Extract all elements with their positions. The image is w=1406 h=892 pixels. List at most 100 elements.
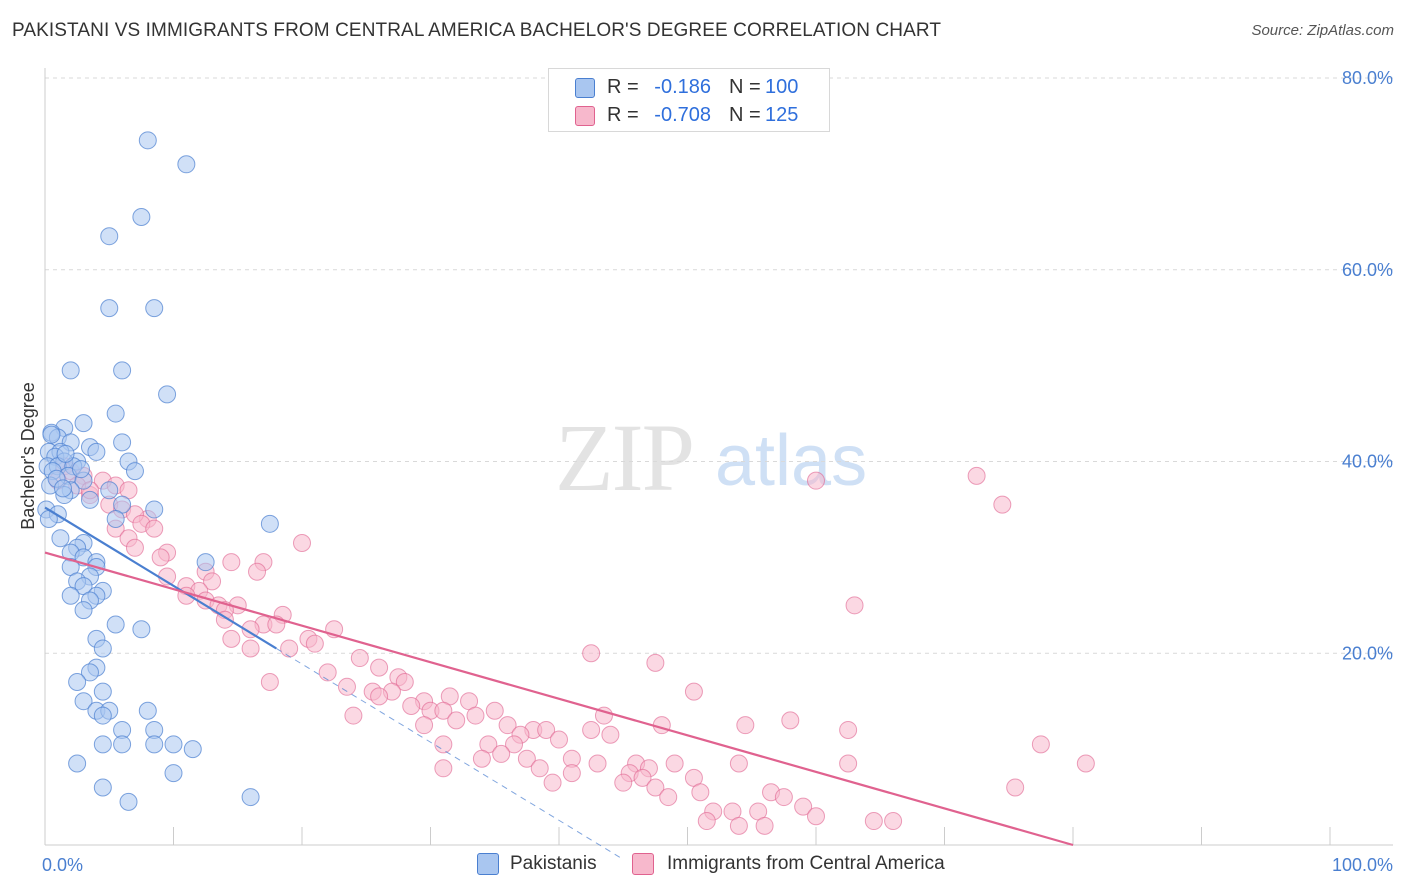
data-point-pakistanis <box>241 788 260 807</box>
legend-r-value: -0.708 <box>654 104 711 126</box>
data-point-central-america <box>550 730 568 749</box>
data-point-central-america <box>646 653 665 672</box>
data-point-central-america <box>293 533 311 552</box>
data-point-central-america <box>447 711 466 730</box>
data-point-central-america <box>241 639 260 658</box>
data-point-pakistanis <box>93 682 112 701</box>
source-label: Source: ZipAtlas.com <box>1251 22 1394 39</box>
data-point-central-america <box>1031 735 1050 754</box>
data-point-pakistanis <box>61 361 80 380</box>
correlation-legend: R = -0.186 N = 100 R = -0.708 N = 125 <box>548 68 830 132</box>
data-point-central-america <box>466 706 485 725</box>
legend-row-pakistanis: R = -0.186 N = 100 <box>549 73 829 101</box>
bottom-legend-swatch-central-america <box>632 853 654 875</box>
data-point-central-america <box>344 706 363 725</box>
data-point-central-america <box>864 812 883 831</box>
data-point-central-america <box>280 639 299 658</box>
data-point-central-america <box>774 788 793 807</box>
data-point-central-america <box>222 553 241 572</box>
legend-r-label: R = <box>607 76 639 98</box>
data-point-central-america <box>434 701 453 720</box>
data-point-central-america <box>505 735 524 754</box>
data-point-central-america <box>845 596 864 615</box>
data-point-central-america <box>562 764 581 783</box>
legend-n-label: N = <box>729 104 761 126</box>
watermark-zip: ZIP <box>555 404 695 511</box>
y-tick-label: 60.0% <box>1342 260 1393 280</box>
data-point-pakistanis <box>138 131 157 150</box>
data-point-central-america <box>543 773 562 792</box>
chart-title: PAKISTANI VS IMMIGRANTS FROM CENTRAL AME… <box>12 20 942 41</box>
data-point-central-america <box>794 797 813 816</box>
data-point-central-america <box>755 816 774 835</box>
data-point-central-america <box>729 754 748 773</box>
trendline-pakistanis <box>44 506 277 650</box>
data-point-central-america <box>736 716 755 735</box>
data-point-pakistanis <box>51 529 70 548</box>
legend-r-label: R = <box>607 104 639 126</box>
data-point-central-america <box>370 658 389 677</box>
data-point-pakistanis <box>113 433 132 452</box>
data-point-central-america <box>318 663 337 682</box>
data-point-pakistanis <box>260 514 279 533</box>
data-point-central-america <box>646 778 665 797</box>
data-point-pakistanis <box>132 208 151 227</box>
trendline-central-america <box>44 551 1074 847</box>
data-point-central-america <box>222 629 241 648</box>
data-point-central-america <box>434 759 453 778</box>
data-point-central-america <box>434 735 453 754</box>
data-point-central-america <box>1076 754 1095 773</box>
data-point-central-america <box>1006 778 1025 797</box>
data-point-pakistanis <box>158 385 177 404</box>
data-point-central-america <box>530 759 549 778</box>
data-point-pakistanis <box>61 586 80 605</box>
data-point-pakistanis <box>93 778 112 797</box>
data-point-central-america <box>337 677 356 696</box>
data-point-central-america <box>203 572 222 591</box>
legend-r-value: -0.186 <box>654 76 711 98</box>
data-point-pakistanis <box>119 792 138 811</box>
data-point-pakistanis <box>145 299 164 318</box>
legend-row-central-america: R = -0.708 N = 125 <box>549 101 829 129</box>
data-point-pakistanis <box>53 479 72 498</box>
data-point-central-america <box>485 701 504 720</box>
data-point-pakistanis <box>106 510 125 529</box>
data-point-central-america <box>305 634 324 653</box>
data-point-pakistanis <box>138 701 157 720</box>
data-point-pakistanis <box>71 460 90 479</box>
data-point-pakistanis <box>132 620 151 639</box>
legend-swatch-pakistanis <box>575 78 595 98</box>
data-point-central-america <box>588 754 607 773</box>
bottom-legend-label: Immigrants from Central America <box>667 853 945 874</box>
data-point-central-america <box>370 687 389 706</box>
data-point-central-america <box>839 720 858 739</box>
data-point-central-america <box>967 466 986 485</box>
data-point-central-america <box>665 754 684 773</box>
data-point-central-america <box>697 812 716 831</box>
data-point-pakistanis <box>56 444 75 463</box>
data-point-central-america <box>807 471 825 490</box>
data-point-central-america <box>492 744 511 763</box>
y-tick-label: 20.0% <box>1342 643 1393 663</box>
data-point-central-america <box>684 682 703 701</box>
data-point-central-america <box>415 716 434 735</box>
data-point-pakistanis <box>42 425 61 444</box>
legend-swatch-central-america <box>575 106 595 126</box>
bottom-legend-swatch-pakistanis <box>477 853 499 875</box>
data-point-pakistanis <box>183 740 202 759</box>
x-tick-label: 0.0% <box>42 855 83 875</box>
data-point-pakistanis <box>125 462 144 481</box>
data-point-central-america <box>537 720 556 739</box>
data-point-central-america <box>582 644 601 663</box>
data-point-pakistanis <box>177 155 196 174</box>
data-point-pakistanis <box>80 663 99 682</box>
data-point-central-america <box>633 768 652 787</box>
data-point-central-america <box>781 711 800 730</box>
data-point-central-america <box>614 773 633 792</box>
data-point-central-america <box>472 749 491 768</box>
data-point-pakistanis <box>145 735 164 754</box>
data-point-central-america <box>145 519 164 538</box>
y-tick-label: 40.0% <box>1342 452 1393 472</box>
trendline-pakistanis-extension <box>276 648 624 860</box>
data-point-pakistanis <box>93 735 112 754</box>
